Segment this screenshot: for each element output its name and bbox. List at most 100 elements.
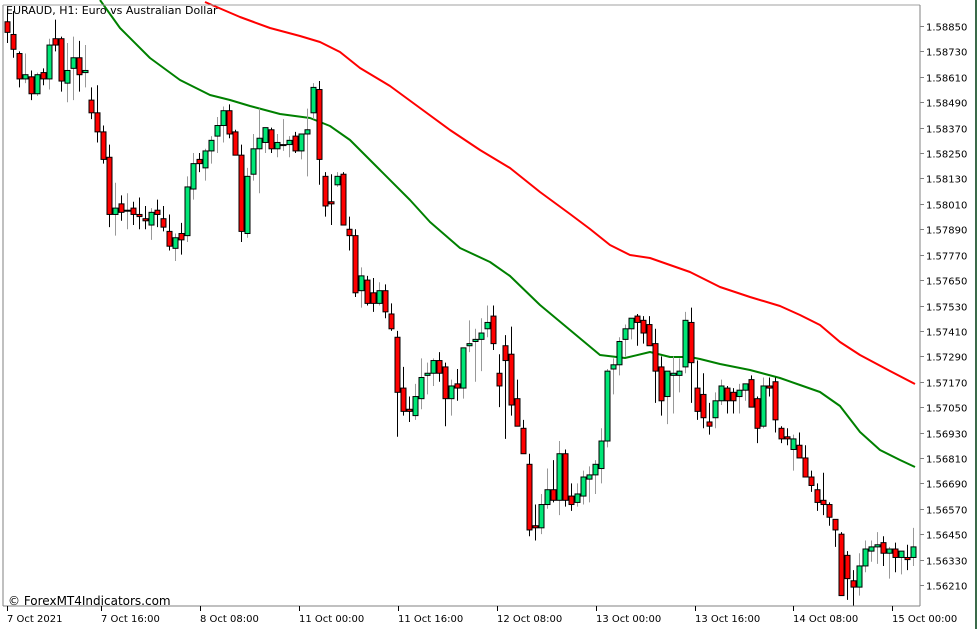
price-scale[interactable]: 1.58850 1.58730 1.58610 1.58490 1.58370 1.582…: [920, 23, 967, 593]
candle: [496, 354, 503, 408]
bear-candle-body: [238, 154, 245, 232]
candle: [448, 379, 455, 416]
candle: [598, 428, 605, 484]
candle: [832, 518, 839, 547]
candle: [484, 305, 491, 338]
bull-candle-body: [874, 544, 881, 548]
bear-candle-body: [400, 387, 407, 412]
candle: [514, 379, 521, 427]
bull-candle-body: [190, 163, 197, 190]
bull-candle-body: [616, 340, 623, 366]
candle: [562, 449, 569, 507]
bull-candle-body: [172, 237, 179, 249]
bull-candle-body: [184, 186, 191, 237]
candle: [442, 362, 449, 427]
candle: [364, 275, 371, 306]
candle: [16, 51, 23, 88]
bull-candle-body: [46, 44, 53, 80]
moving-averages: [99, 0, 916, 468]
bear-candle-body: [820, 499, 827, 506]
candle: [274, 133, 281, 158]
candle: [682, 311, 689, 374]
candle: [844, 551, 851, 600]
candle: [898, 550, 905, 575]
bear-candle-body: [328, 201, 335, 205]
candle: [226, 104, 233, 139]
candle: [892, 542, 899, 573]
candle: [130, 201, 137, 226]
bear-candle-body: [502, 345, 509, 362]
bull-candle-body: [376, 290, 383, 304]
bear-candle-body: [562, 453, 569, 501]
time-scale[interactable]: 7 Oct 2021 7 Oct 16:00 8 Oct 08:00 11 Oct 0…: [7, 606, 957, 625]
candle: [400, 366, 407, 416]
bear-candle-body: [370, 292, 377, 304]
bull-candle-body: [544, 489, 551, 506]
candle: [352, 229, 359, 298]
bull-candle-body: [202, 150, 209, 169]
bull-candle-body: [208, 139, 215, 152]
bull-candle-body: [760, 385, 767, 427]
bull-candle-body: [280, 144, 287, 147]
candle: [868, 540, 875, 562]
bull-candle-body: [610, 364, 617, 370]
candle: [304, 108, 311, 177]
candle: [208, 136, 215, 164]
candle: [526, 453, 533, 537]
candle: [808, 470, 815, 492]
price-tick-label: 1.57410: [926, 328, 967, 339]
bear-candle-body: [700, 393, 707, 419]
axes: 1.58850 1.58730 1.58610 1.58490 1.58370 1.582…: [2, 4, 967, 625]
candle: [250, 133, 257, 181]
bull-candle-body: [274, 141, 281, 150]
candle: [736, 383, 743, 414]
bull-candle-body: [622, 328, 629, 340]
bull-candle-body: [598, 440, 605, 470]
bear-candle-body: [532, 525, 539, 529]
bull-candle-body: [334, 175, 341, 186]
bull-candle-body: [286, 139, 293, 146]
candle: [658, 356, 665, 416]
candle: [616, 337, 623, 376]
price-tick-label: 1.58250: [926, 150, 967, 161]
candle: [586, 466, 593, 503]
bull-candle-body: [910, 546, 917, 558]
candle: [166, 214, 173, 251]
candle: [718, 379, 725, 406]
bull-candle-body: [574, 493, 581, 503]
bull-candle-body: [886, 548, 893, 554]
candle: [568, 483, 575, 511]
bull-candle-body: [460, 347, 467, 389]
candle: [112, 182, 119, 236]
candle: [238, 144, 245, 242]
candle: [52, 19, 59, 52]
candle: [370, 277, 377, 312]
bear-candle-body: [394, 336, 401, 393]
bull-candle-body: [430, 360, 437, 374]
bull-candle-body: [448, 385, 455, 400]
bear-candle-body: [142, 218, 149, 222]
bull-candle-body: [586, 474, 593, 480]
candle: [706, 402, 713, 435]
candle: [466, 320, 473, 353]
candle: [802, 445, 809, 478]
candle: [424, 362, 431, 395]
price-tick-label: 1.57890: [926, 226, 967, 237]
candle: [790, 434, 797, 471]
bear-candle-body: [496, 372, 503, 387]
bull-candle-body: [250, 148, 257, 175]
candle: [826, 502, 833, 526]
bear-candle-body: [58, 38, 65, 82]
candle: [754, 396, 761, 444]
ma-slow-line: [204, 1, 916, 385]
bull-candle-body: [742, 383, 749, 391]
bear-candle-body: [694, 387, 701, 412]
bear-candle-body: [550, 489, 557, 501]
bull-candle-body: [868, 546, 875, 552]
bear-candle-body: [178, 233, 185, 241]
bear-candle-body: [748, 379, 755, 408]
candle: [82, 45, 89, 88]
price-tick-label: 1.57170: [926, 379, 967, 390]
